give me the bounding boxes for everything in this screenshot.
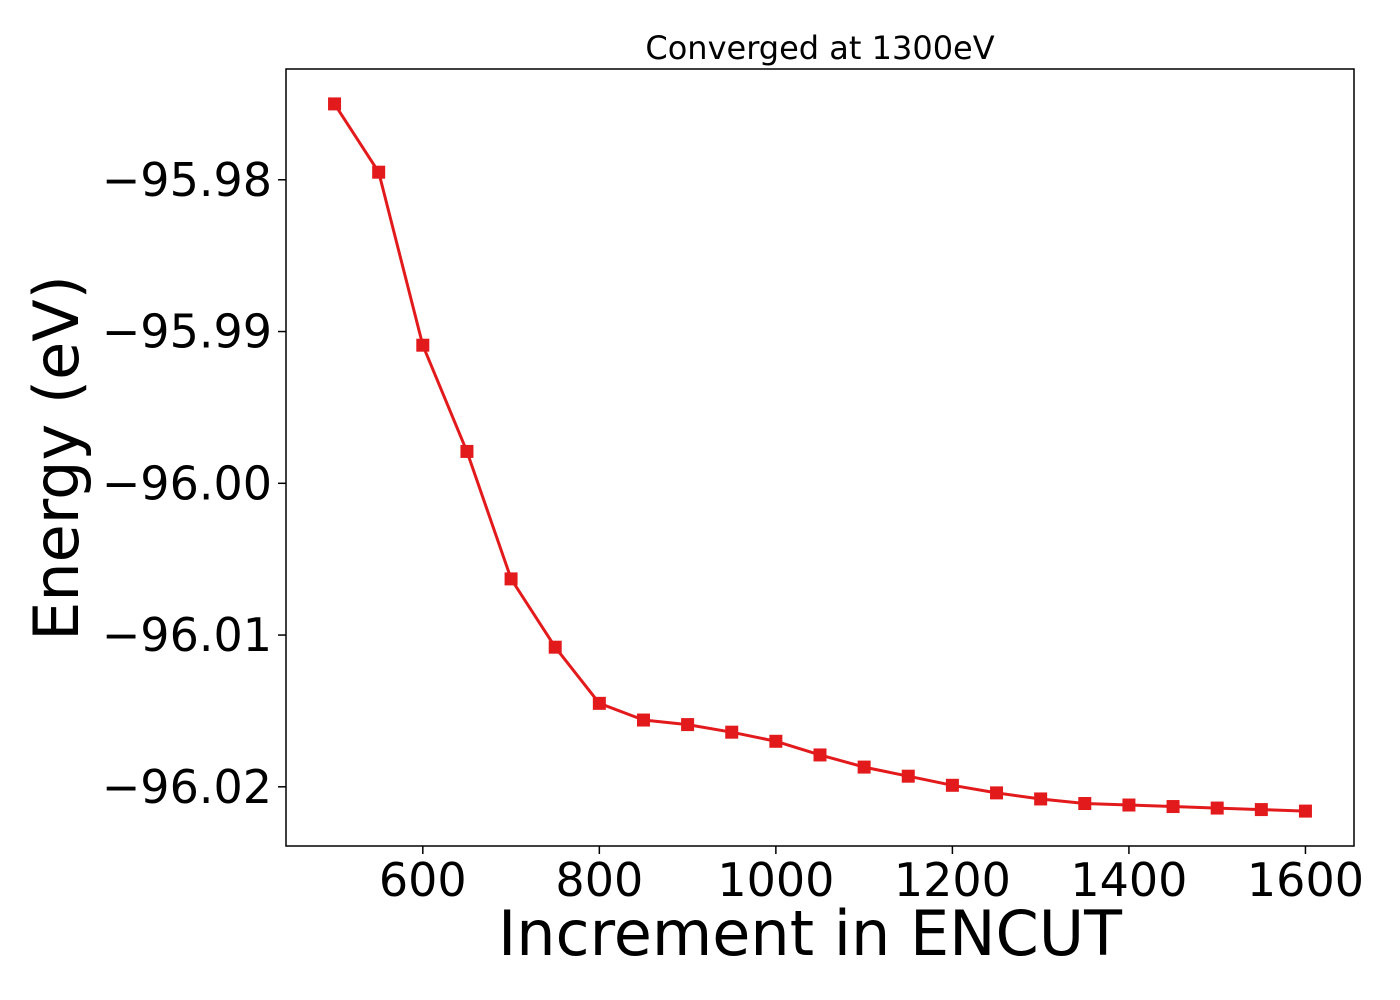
y-tick-label: −96.00 — [102, 456, 272, 510]
data-point-marker — [1298, 804, 1312, 818]
data-point-marker — [416, 338, 430, 352]
data-point-marker — [372, 165, 386, 179]
y-axis-ticks: −95.98 −95.99 −96.00 −96.01 −96.02 — [102, 153, 286, 814]
data-point-marker — [725, 725, 739, 739]
x-tick-label: 1600 — [1247, 853, 1364, 907]
data-point-marker — [769, 734, 783, 748]
x-axis-ticks: 600 800 1000 1200 1400 1600 — [379, 846, 1364, 907]
y-tick-label: −96.02 — [102, 760, 272, 814]
data-point-marker — [1034, 792, 1048, 806]
data-point-marker — [990, 786, 1004, 800]
chart-title: Converged at 1300eV — [645, 29, 994, 67]
data-point-marker — [857, 760, 871, 774]
x-tick-label: 1000 — [717, 853, 834, 907]
data-point-marker — [1122, 798, 1136, 812]
x-tick-label: 600 — [379, 853, 467, 907]
data-point-marker — [1254, 803, 1268, 817]
data-point-marker — [945, 778, 959, 792]
x-tick-label: 800 — [555, 853, 643, 907]
data-point-marker — [1078, 797, 1092, 811]
data-point-marker — [548, 640, 562, 654]
data-point-marker — [1210, 801, 1224, 815]
data-point-marker — [813, 748, 827, 762]
y-tick-label: −95.99 — [102, 305, 272, 359]
x-tick-label: 1200 — [894, 853, 1011, 907]
data-point-marker — [328, 97, 342, 111]
y-tick-label: −96.01 — [102, 608, 272, 662]
data-point-marker — [1166, 800, 1180, 814]
data-point-marker — [901, 769, 915, 783]
y-tick-label: −95.98 — [102, 153, 272, 207]
data-point-marker — [460, 444, 474, 458]
data-point-marker — [636, 713, 650, 727]
data-point-marker — [681, 718, 695, 732]
x-axis-label: Increment in ENCUT — [498, 897, 1123, 970]
series-line — [333, 103, 1306, 813]
axes-frame — [285, 68, 1355, 847]
data-point-marker — [592, 696, 606, 710]
y-axis-label: Energy (eV) — [20, 275, 93, 641]
data-point-marker — [504, 572, 518, 586]
plot-layer — [328, 97, 1312, 818]
x-tick-label: 1400 — [1070, 853, 1187, 907]
